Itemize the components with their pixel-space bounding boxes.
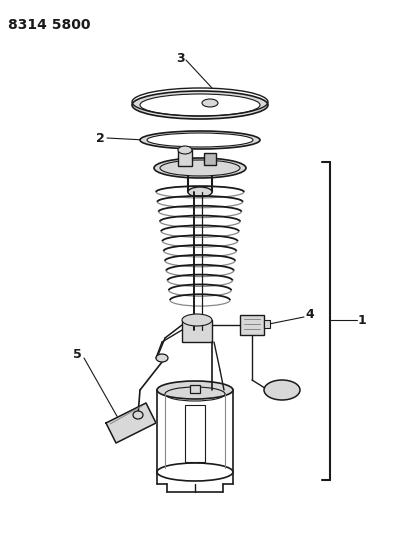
Ellipse shape	[188, 187, 212, 197]
Ellipse shape	[264, 380, 300, 400]
Ellipse shape	[132, 91, 268, 119]
Text: 3: 3	[176, 52, 185, 64]
Ellipse shape	[182, 314, 212, 326]
Bar	[178, 150, 192, 166]
Ellipse shape	[157, 463, 233, 481]
Ellipse shape	[178, 146, 192, 154]
Ellipse shape	[133, 411, 143, 419]
Text: 5: 5	[73, 349, 82, 361]
Bar	[264, 320, 270, 328]
Text: 2: 2	[96, 132, 105, 144]
Bar	[182, 320, 212, 342]
Ellipse shape	[156, 354, 168, 362]
Ellipse shape	[140, 94, 260, 116]
Bar	[204, 153, 216, 165]
Ellipse shape	[147, 133, 253, 147]
Text: 1: 1	[358, 313, 367, 327]
Ellipse shape	[157, 381, 233, 399]
Ellipse shape	[140, 131, 260, 149]
Text: 8314 5800: 8314 5800	[8, 18, 91, 32]
Bar	[240, 315, 264, 335]
Bar	[185, 405, 205, 462]
Text: 4: 4	[305, 309, 314, 321]
Ellipse shape	[202, 99, 218, 107]
Ellipse shape	[154, 158, 246, 178]
Bar	[190, 385, 200, 393]
Polygon shape	[106, 403, 156, 443]
Ellipse shape	[160, 160, 240, 176]
